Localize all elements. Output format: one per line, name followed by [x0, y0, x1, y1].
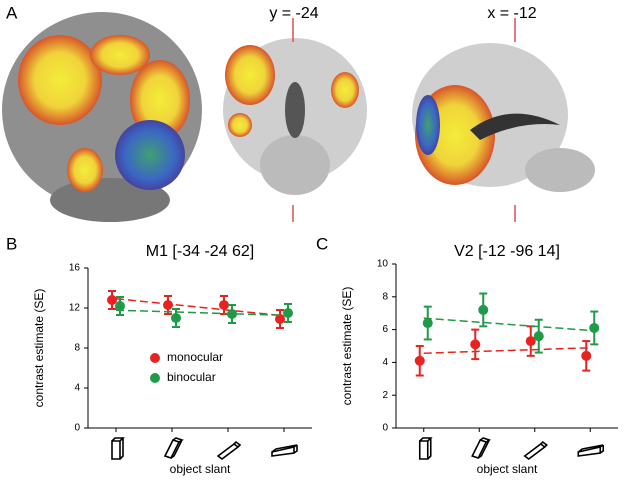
- slice-label: y = -24: [269, 5, 318, 22]
- trend-line: [115, 297, 285, 317]
- y-tick-label: 8: [74, 343, 80, 354]
- point: [275, 314, 285, 324]
- brain-sagittal: [412, 43, 595, 192]
- slant-icon: [271, 444, 298, 457]
- panel-label: C: [316, 234, 328, 253]
- point: [283, 308, 293, 318]
- chart-title: M1 [-34 -24 62]: [146, 243, 255, 260]
- x-axis-label: object slant: [477, 462, 538, 476]
- y-tick-label: 0: [382, 423, 388, 434]
- point: [422, 318, 433, 329]
- legend-label: monocular: [167, 350, 223, 364]
- legend-marker: [150, 353, 160, 363]
- point: [171, 313, 181, 323]
- slice-label: x = -12: [487, 5, 536, 22]
- y-tick-label: 10: [377, 259, 389, 270]
- point: [589, 322, 600, 333]
- y-tick-label: 6: [382, 324, 388, 335]
- y-axis-label: contrast estimate (SE): [32, 289, 46, 408]
- point: [525, 336, 536, 347]
- y-tick-label: 8: [382, 291, 388, 302]
- point: [581, 350, 592, 361]
- slant-icon: [418, 437, 433, 460]
- point: [163, 300, 173, 310]
- panel-label: B: [6, 234, 17, 253]
- trend-line: [423, 317, 591, 332]
- y-axis-label: contrast estimate (SE): [340, 287, 354, 406]
- legend-marker: [150, 373, 160, 383]
- brain-3d: [2, 12, 202, 222]
- point: [533, 331, 544, 342]
- trend-line: [423, 347, 591, 354]
- chart-title: V2 [-12 -96 14]: [454, 243, 560, 260]
- point: [115, 301, 125, 311]
- y-tick-label: 0: [74, 423, 80, 434]
- panel-label: A: [6, 3, 18, 22]
- point: [227, 309, 237, 319]
- brain-coronal: [223, 38, 367, 195]
- trend-line: [115, 309, 285, 317]
- legend-label: binocular: [167, 370, 216, 384]
- y-tick-label: 12: [69, 303, 81, 314]
- slant-icon: [216, 440, 242, 460]
- point: [219, 300, 229, 310]
- point: [478, 304, 489, 315]
- y-tick-label: 2: [382, 390, 388, 401]
- slant-icon: [111, 437, 125, 460]
- slant-icon: [523, 440, 548, 460]
- slant-icon: [577, 444, 605, 457]
- y-tick-label: 4: [382, 357, 388, 368]
- point: [414, 355, 425, 366]
- y-tick-label: 16: [69, 263, 81, 274]
- point: [107, 295, 117, 305]
- slant-icon: [163, 437, 184, 459]
- slant-icon: [471, 437, 492, 459]
- x-axis-label: object slant: [170, 462, 231, 476]
- y-tick-label: 4: [74, 383, 80, 394]
- point: [470, 339, 481, 350]
